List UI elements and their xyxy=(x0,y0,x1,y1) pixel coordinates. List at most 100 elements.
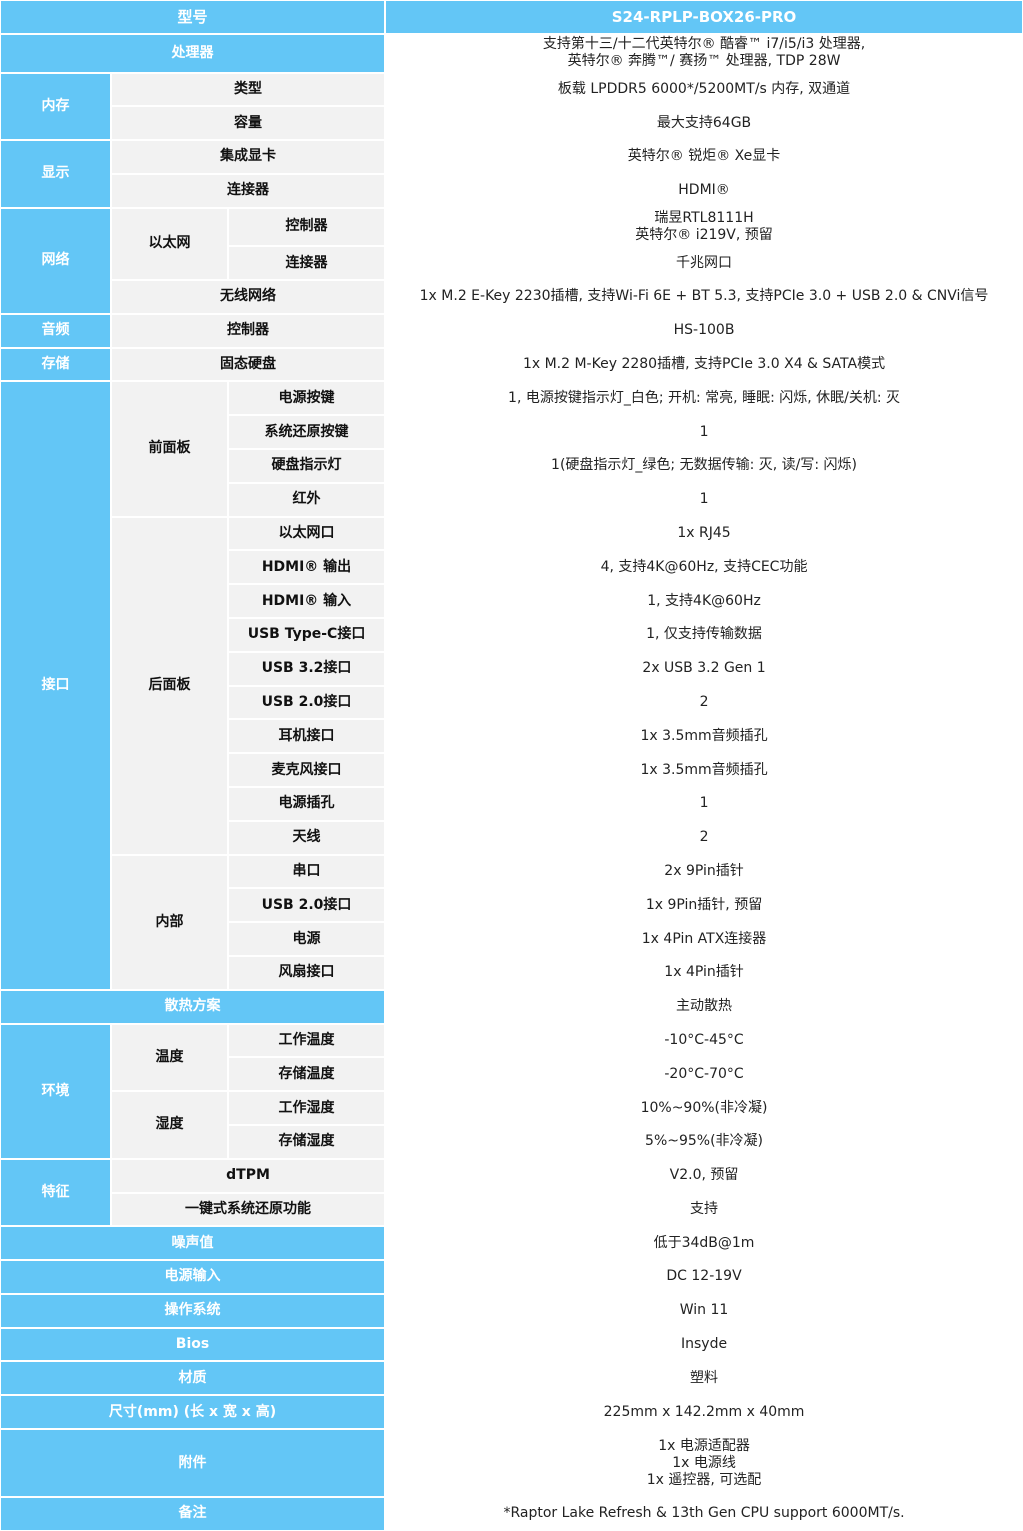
sub-label: 内部 xyxy=(111,854,228,990)
sub-label: 存储湿度 xyxy=(228,1124,386,1159)
category-label: 备注 xyxy=(0,1497,386,1531)
sub-label: 风扇接口 xyxy=(228,955,386,990)
spec-row: 耳机接口 1x 3.5mm音频插孔 xyxy=(0,719,1023,754)
sub-label: 控制器 xyxy=(111,313,386,348)
spec-value: 板载 LPDDR5 6000*/5200MT/s 内存, 双通道 xyxy=(385,72,1023,107)
spec-row: 容量 最大支持64GB xyxy=(0,106,1023,141)
spec-value: 千兆网口 xyxy=(385,246,1023,280)
spec-value: 2x USB 3.2 Gen 1 xyxy=(385,651,1023,686)
spec-row: 后面板 以太网口 1x RJ45 xyxy=(0,516,1023,855)
header-value: S24-RPLP-BOX26-PRO xyxy=(385,0,1023,34)
spec-value: 1x M.2 M-Key 2280插槽, 支持PCIe 3.0 X4 & SAT… xyxy=(385,347,1023,382)
sub-label: USB 2.0接口 xyxy=(228,888,386,923)
value-line: 瑞昱RTL8111H xyxy=(654,209,754,226)
sub-label: 类型 xyxy=(111,72,386,107)
spec-value: 1, 支持4K@60Hz xyxy=(385,584,1023,618)
sub-label: 串口 xyxy=(228,854,386,889)
spec-row: 网络 以太网 控制器 瑞昱RTL8111H 英特尔® i219V, 预留 xyxy=(0,207,1023,314)
spec-value: 2 xyxy=(385,685,1023,720)
sub-label: 电源按键 xyxy=(228,381,386,416)
spec-row: 环境 温度 工作温度 -10°C-45°C xyxy=(0,1023,1023,1159)
spec-row: 电源 1x 4Pin ATX连接器 xyxy=(0,922,1023,956)
spec-value: 2 xyxy=(385,820,1023,855)
spec-row: 操作系统 Win 11 xyxy=(0,1293,1023,1328)
spec-row: 备注 *Raptor Lake Refresh & 13th Gen CPU su… xyxy=(0,1497,1023,1531)
spec-row: 散热方案 主动散热 xyxy=(0,989,1023,1024)
sub-label: 系统还原按键 xyxy=(228,415,386,449)
sub-label: 集成显卡 xyxy=(111,140,386,174)
spec-row: USB 2.0接口 1x 9Pin插针, 预留 xyxy=(0,888,1023,923)
spec-row: 电源插孔 1 xyxy=(0,786,1023,821)
spec-value: 1, 仅支持传输数据 xyxy=(385,617,1023,652)
spec-row: 显示 集成显卡 英特尔® 锐炬® Xe显卡 xyxy=(0,140,1023,208)
header-label: 型号 xyxy=(0,0,386,34)
spec-value: 1(硬盘指示灯_绿色; 无数据传输: 灭, 读/写: 闪烁) xyxy=(385,448,1023,483)
category-label: 电源输入 xyxy=(0,1260,386,1294)
spec-value: 1x RJ45 xyxy=(385,516,1023,551)
spec-value: 5%~95%(非冷凝) xyxy=(385,1124,1023,1159)
sub-label: 麦克风接口 xyxy=(228,753,386,787)
spec-row: 红外 1 xyxy=(0,482,1023,517)
spec-row: USB 2.0接口 2 xyxy=(0,685,1023,720)
sub-label: 连接器 xyxy=(111,173,386,208)
spec-value: 1x 4Pin ATX连接器 xyxy=(385,922,1023,956)
sub-label: 温度 xyxy=(111,1023,228,1092)
sub-label: 前面板 xyxy=(111,381,228,517)
spec-row: 系统还原按键 1 xyxy=(0,415,1023,449)
spec-value: HS-100B xyxy=(385,313,1023,348)
category-label: 环境 xyxy=(0,1023,111,1159)
spec-value: 瑞昱RTL8111H 英特尔® i219V, 预留 xyxy=(385,207,1023,247)
spec-value: 1 xyxy=(385,482,1023,517)
spec-row: 材质 塑料 xyxy=(0,1361,1023,1396)
category-label: 存储 xyxy=(0,347,111,382)
spec-row: 存储 固态硬盘 1x M.2 M-Key 2280插槽, 支持PCIe 3.0 X4… xyxy=(0,347,1023,382)
spec-value: V2.0, 预留 xyxy=(385,1158,1023,1193)
spec-value: 1 xyxy=(385,786,1023,821)
spec-row: 内存 类型 板载 LPDDR5 6000*/5200MT/s 内存, 双通道 xyxy=(0,72,1023,141)
value-line: 英特尔® 奔腾™/ 赛扬™ 处理器, TDP 28W xyxy=(567,53,841,70)
sub-label: 以太网口 xyxy=(228,516,386,551)
sub-label: 硬盘指示灯 xyxy=(228,448,386,483)
spec-row: 一键式系统还原功能 支持 xyxy=(0,1192,1023,1227)
spec-value: 1, 电源按键指示灯_白色; 开机: 常亮, 睡眠: 闪烁, 休眠/关机: 灭 xyxy=(385,381,1023,416)
sub-label: USB Type-C接口 xyxy=(228,617,386,652)
sub-label: 存储温度 xyxy=(228,1057,386,1092)
category-label: 接口 xyxy=(0,381,111,990)
category-label: 网络 xyxy=(0,207,111,314)
spec-row: 连接器 HDMI® xyxy=(0,173,1023,208)
sub-label: dTPM xyxy=(111,1158,386,1193)
spec-value: 4, 支持4K@60Hz, 支持CEC功能 xyxy=(385,550,1023,585)
sub-label: HDMI® 输入 xyxy=(228,584,386,618)
category-label: Bios xyxy=(0,1327,386,1362)
category-label: 显示 xyxy=(0,140,111,208)
category-label: 材质 xyxy=(0,1361,386,1396)
category-label: 内存 xyxy=(0,72,111,141)
spec-row: 电源输入 DC 12-19V xyxy=(0,1260,1023,1294)
category-label: 散热方案 xyxy=(0,989,386,1024)
category-label: 噪声值 xyxy=(0,1226,386,1261)
sub-label: 以太网 xyxy=(111,207,228,280)
sub-label: 一键式系统还原功能 xyxy=(111,1192,386,1227)
spec-value: 1 xyxy=(385,415,1023,449)
spec-row: 音频 控制器 HS-100B xyxy=(0,313,1023,348)
spec-row: 内部 串口 2x 9Pin插针 xyxy=(0,854,1023,990)
value-line: 1x 遥控器, 可选配 xyxy=(646,1471,762,1488)
category-label: 音频 xyxy=(0,313,111,348)
sub-label: 固态硬盘 xyxy=(111,347,386,382)
spec-value: 支持第十三/十二代英特尔® 酷睿™ i7/i5/i3 处理器, 英特尔® 奔腾™/… xyxy=(385,34,1023,73)
spec-row: 存储温度 -20°C-70°C xyxy=(0,1057,1023,1092)
spec-row: 存储湿度 5%~95%(非冷凝) xyxy=(0,1124,1023,1159)
sub-label: 天线 xyxy=(228,820,386,855)
spec-value: 10%~90%(非冷凝) xyxy=(385,1091,1023,1125)
sub-label: 红外 xyxy=(228,482,386,517)
sub-label: 控制器 xyxy=(228,207,386,247)
value-line: 支持第十三/十二代英特尔® 酷睿™ i7/i5/i3 处理器, xyxy=(542,36,866,53)
spec-row: HDMI® 输入 1, 支持4K@60Hz xyxy=(0,584,1023,618)
spec-value: 1x 9Pin插针, 预留 xyxy=(385,888,1023,923)
category-label: 特征 xyxy=(0,1158,111,1227)
spec-row: 天线 2 xyxy=(0,820,1023,855)
spec-value: *Raptor Lake Refresh & 13th Gen CPU supp… xyxy=(385,1497,1023,1531)
value-line: 1x 电源适配器 xyxy=(658,1437,750,1454)
category-label: 附件 xyxy=(0,1429,386,1498)
